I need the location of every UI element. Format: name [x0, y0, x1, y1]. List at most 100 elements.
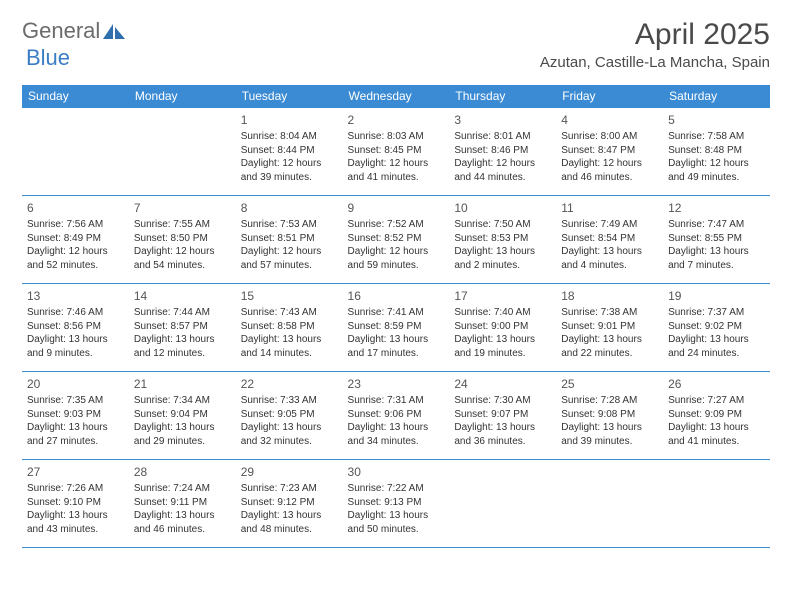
- calendar-cell: [22, 108, 129, 196]
- day-number: 12: [668, 200, 765, 216]
- sunrise-line: Sunrise: 7:26 AM: [27, 482, 124, 496]
- sunset-line: Sunset: 9:12 PM: [241, 496, 338, 510]
- daylight-line-1: Daylight: 13 hours: [27, 509, 124, 523]
- daylight-line-2: and 4 minutes.: [561, 259, 658, 273]
- sunrise-line: Sunrise: 7:56 AM: [27, 218, 124, 232]
- daylight-line-1: Daylight: 13 hours: [27, 333, 124, 347]
- sunrise-line: Sunrise: 7:30 AM: [454, 394, 551, 408]
- logo: General: [22, 18, 127, 44]
- sunrise-line: Sunrise: 7:50 AM: [454, 218, 551, 232]
- sunset-line: Sunset: 8:55 PM: [668, 232, 765, 246]
- calendar-week-row: 20Sunrise: 7:35 AMSunset: 9:03 PMDayligh…: [22, 372, 770, 460]
- day-number: 15: [241, 288, 338, 304]
- day-header: Tuesday: [236, 85, 343, 108]
- sunset-line: Sunset: 8:45 PM: [348, 144, 445, 158]
- calendar-cell: 22Sunrise: 7:33 AMSunset: 9:05 PMDayligh…: [236, 372, 343, 460]
- sunrise-line: Sunrise: 8:00 AM: [561, 130, 658, 144]
- calendar-cell: 17Sunrise: 7:40 AMSunset: 9:00 PMDayligh…: [449, 284, 556, 372]
- calendar-week-row: 6Sunrise: 7:56 AMSunset: 8:49 PMDaylight…: [22, 196, 770, 284]
- sunrise-line: Sunrise: 7:27 AM: [668, 394, 765, 408]
- daylight-line-2: and 46 minutes.: [134, 523, 231, 537]
- sunset-line: Sunset: 8:58 PM: [241, 320, 338, 334]
- calendar-cell: 7Sunrise: 7:55 AMSunset: 8:50 PMDaylight…: [129, 196, 236, 284]
- daylight-line-2: and 36 minutes.: [454, 435, 551, 449]
- daylight-line-1: Daylight: 13 hours: [454, 245, 551, 259]
- day-number: 23: [348, 376, 445, 392]
- sunrise-line: Sunrise: 7:52 AM: [348, 218, 445, 232]
- calendar-cell: [663, 460, 770, 548]
- daylight-line-2: and 24 minutes.: [668, 347, 765, 361]
- calendar-cell: 8Sunrise: 7:53 AMSunset: 8:51 PMDaylight…: [236, 196, 343, 284]
- daylight-line-1: Daylight: 13 hours: [134, 509, 231, 523]
- sunset-line: Sunset: 8:44 PM: [241, 144, 338, 158]
- calendar-cell: 24Sunrise: 7:30 AMSunset: 9:07 PMDayligh…: [449, 372, 556, 460]
- sunrise-line: Sunrise: 7:37 AM: [668, 306, 765, 320]
- daylight-line-1: Daylight: 12 hours: [348, 245, 445, 259]
- day-header: Wednesday: [343, 85, 450, 108]
- sunset-line: Sunset: 8:47 PM: [561, 144, 658, 158]
- sunrise-line: Sunrise: 7:35 AM: [27, 394, 124, 408]
- sunset-line: Sunset: 9:10 PM: [27, 496, 124, 510]
- daylight-line-1: Daylight: 12 hours: [241, 157, 338, 171]
- calendar-cell: 2Sunrise: 8:03 AMSunset: 8:45 PMDaylight…: [343, 108, 450, 196]
- day-number: 29: [241, 464, 338, 480]
- sunrise-line: Sunrise: 7:47 AM: [668, 218, 765, 232]
- daylight-line-2: and 39 minutes.: [561, 435, 658, 449]
- day-number: 14: [134, 288, 231, 304]
- calendar-cell: 5Sunrise: 7:58 AMSunset: 8:48 PMDaylight…: [663, 108, 770, 196]
- sunset-line: Sunset: 9:06 PM: [348, 408, 445, 422]
- daylight-line-2: and 54 minutes.: [134, 259, 231, 273]
- sunset-line: Sunset: 8:51 PM: [241, 232, 338, 246]
- logo-text-blue: Blue: [26, 45, 70, 71]
- daylight-line-1: Daylight: 13 hours: [561, 421, 658, 435]
- location: Azutan, Castille-La Mancha, Spain: [540, 54, 770, 71]
- day-number: 16: [348, 288, 445, 304]
- day-number: 2: [348, 112, 445, 128]
- day-number: 17: [454, 288, 551, 304]
- calendar-cell: 14Sunrise: 7:44 AMSunset: 8:57 PMDayligh…: [129, 284, 236, 372]
- day-number: 30: [348, 464, 445, 480]
- sunrise-line: Sunrise: 7:22 AM: [348, 482, 445, 496]
- sunset-line: Sunset: 9:13 PM: [348, 496, 445, 510]
- calendar-cell: 1Sunrise: 8:04 AMSunset: 8:44 PMDaylight…: [236, 108, 343, 196]
- sunrise-line: Sunrise: 7:55 AM: [134, 218, 231, 232]
- daylight-line-2: and 29 minutes.: [134, 435, 231, 449]
- day-header: Monday: [129, 85, 236, 108]
- sunrise-line: Sunrise: 7:43 AM: [241, 306, 338, 320]
- daylight-line-2: and 19 minutes.: [454, 347, 551, 361]
- sunset-line: Sunset: 9:02 PM: [668, 320, 765, 334]
- sunrise-line: Sunrise: 8:01 AM: [454, 130, 551, 144]
- sunrise-line: Sunrise: 7:49 AM: [561, 218, 658, 232]
- daylight-line-2: and 41 minutes.: [668, 435, 765, 449]
- day-number: 19: [668, 288, 765, 304]
- calendar-week-row: 13Sunrise: 7:46 AMSunset: 8:56 PMDayligh…: [22, 284, 770, 372]
- calendar-week-row: 27Sunrise: 7:26 AMSunset: 9:10 PMDayligh…: [22, 460, 770, 548]
- daylight-line-1: Daylight: 13 hours: [454, 333, 551, 347]
- daylight-line-2: and 39 minutes.: [241, 171, 338, 185]
- calendar-cell: 23Sunrise: 7:31 AMSunset: 9:06 PMDayligh…: [343, 372, 450, 460]
- daylight-line-1: Daylight: 13 hours: [134, 333, 231, 347]
- sunset-line: Sunset: 9:01 PM: [561, 320, 658, 334]
- daylight-line-1: Daylight: 13 hours: [27, 421, 124, 435]
- daylight-line-2: and 52 minutes.: [27, 259, 124, 273]
- calendar-table: Sunday Monday Tuesday Wednesday Thursday…: [22, 85, 770, 548]
- sunrise-line: Sunrise: 7:34 AM: [134, 394, 231, 408]
- daylight-line-2: and 34 minutes.: [348, 435, 445, 449]
- sunrise-line: Sunrise: 7:46 AM: [27, 306, 124, 320]
- calendar-cell: 20Sunrise: 7:35 AMSunset: 9:03 PMDayligh…: [22, 372, 129, 460]
- sunset-line: Sunset: 8:57 PM: [134, 320, 231, 334]
- day-number: 9: [348, 200, 445, 216]
- daylight-line-1: Daylight: 13 hours: [348, 421, 445, 435]
- sunset-line: Sunset: 9:03 PM: [27, 408, 124, 422]
- calendar-cell: [449, 460, 556, 548]
- calendar-cell: 11Sunrise: 7:49 AMSunset: 8:54 PMDayligh…: [556, 196, 663, 284]
- sunrise-line: Sunrise: 7:28 AM: [561, 394, 658, 408]
- sunset-line: Sunset: 9:00 PM: [454, 320, 551, 334]
- daylight-line-2: and 14 minutes.: [241, 347, 338, 361]
- day-number: 5: [668, 112, 765, 128]
- day-number: 11: [561, 200, 658, 216]
- sunrise-line: Sunrise: 7:33 AM: [241, 394, 338, 408]
- title-block: April 2025 Azutan, Castille-La Mancha, S…: [540, 18, 770, 71]
- calendar-cell: 10Sunrise: 7:50 AMSunset: 8:53 PMDayligh…: [449, 196, 556, 284]
- daylight-line-1: Daylight: 13 hours: [561, 333, 658, 347]
